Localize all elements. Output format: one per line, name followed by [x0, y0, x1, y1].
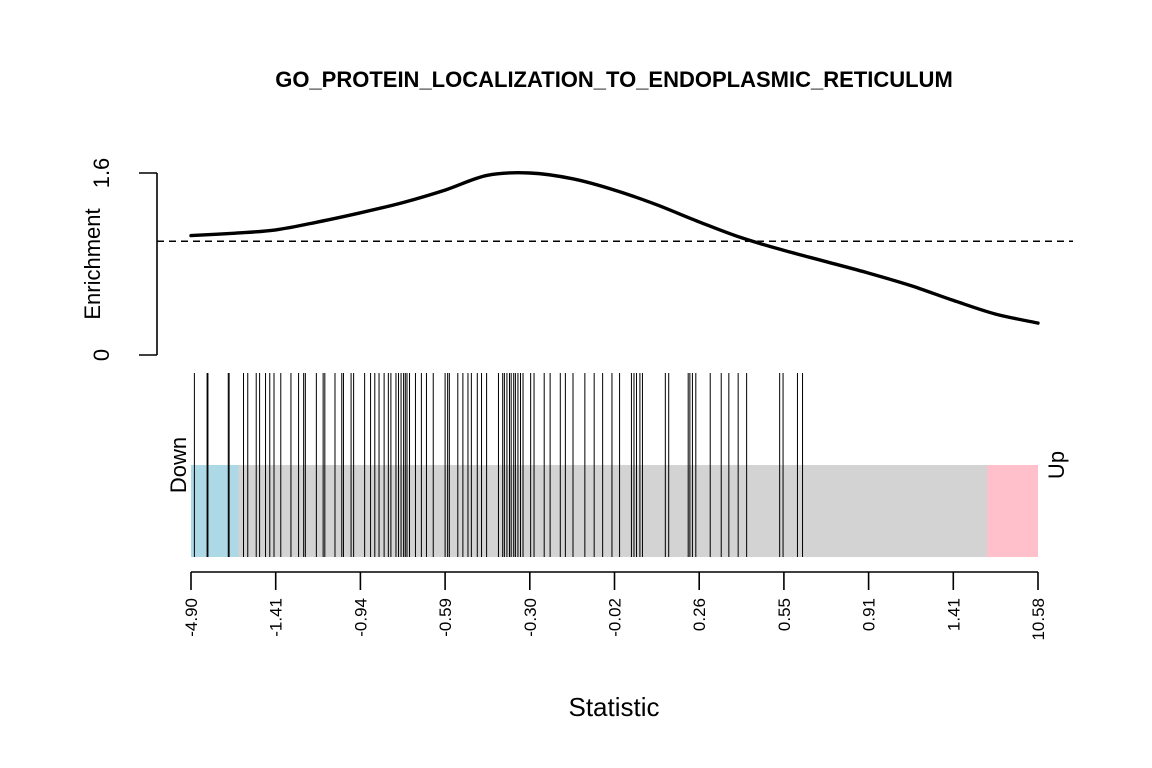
y-tick-label-bottom: 0	[89, 349, 114, 361]
x-tick-label: 0.55	[775, 598, 794, 631]
x-tick-label: -4.90	[182, 598, 201, 637]
x-tick-label: -0.02	[606, 598, 625, 637]
x-tick-label: -0.30	[521, 598, 540, 637]
y-axis: 1.6 0 Enrichment	[80, 158, 158, 361]
barcode-gene-lines	[193, 373, 804, 557]
barcode-down-region	[191, 465, 239, 557]
y-axis-label: Enrichment	[80, 208, 105, 319]
y-tick-label-top: 1.6	[89, 158, 114, 189]
chart-title: GO_PROTEIN_LOCALIZATION_TO_ENDOPLASMIC_R…	[275, 67, 953, 92]
x-tick-label: 10.58	[1029, 598, 1048, 641]
x-tick-label: -1.41	[267, 598, 286, 637]
barcode-up-label: Up	[1044, 451, 1069, 479]
enrichment-curve	[189, 170, 1040, 325]
barcode-panel: Down Up	[166, 373, 1069, 557]
x-tick-label: 1.41	[944, 598, 963, 631]
x-tick-label: -0.94	[351, 598, 370, 637]
barcode-down-label: Down	[166, 437, 191, 493]
x-tick-label: 0.26	[690, 598, 709, 631]
x-axis-label: Statistic	[568, 692, 659, 722]
x-tick-label: 0.91	[860, 598, 879, 631]
barcode-up-region	[987, 465, 1038, 557]
barcode-middle-region	[191, 465, 1038, 557]
x-tick-label: -0.59	[436, 598, 455, 637]
x-axis: -4.90 -1.41 -0.94 -0.59 -0.30 -0.02 0.26 0.55 0.…	[182, 571, 1048, 641]
